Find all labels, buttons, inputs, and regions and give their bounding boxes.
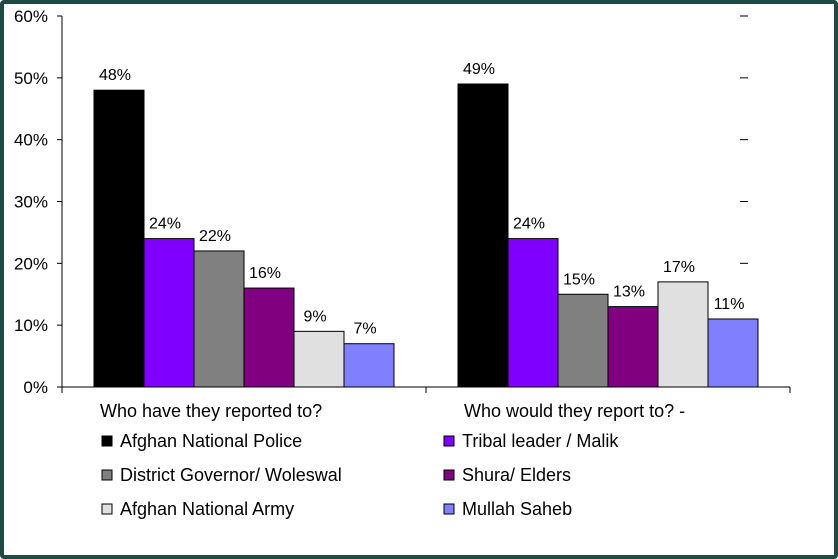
bar-chart: 0% 10% 20% 30% 40% 50% 60% 48% 24% 22% 16% 9% 7% 49%… [14,7,791,519]
y-tick-label: 40% [14,131,48,150]
bar [707,318,759,388]
legend-label: Shura/ Elders [462,465,571,485]
y-tick-label: 30% [14,193,48,212]
bar [657,281,709,388]
data-labels: 48% 24% 22% 16% 9% 7% 49% 24% 15% 13% 17% 11% [99,61,744,338]
legend-label: Tribal leader / Malik [462,431,619,451]
legend-swatch [101,503,113,515]
bar [343,343,395,388]
data-label: 24% [513,216,545,233]
bar [243,287,295,388]
bar [93,89,145,388]
data-label: 13% [613,284,645,301]
legend-swatch [443,469,455,481]
y-axis-ticks: 0% 10% 20% 30% 40% 50% 60% [14,7,748,397]
bar [193,250,245,388]
bar [143,238,195,388]
y-tick-label: 50% [14,69,48,88]
legend-label: Mullah Saheb [462,499,572,519]
category-label: Who would they report to? - [464,401,685,421]
category-labels: Who have they reported to? Who would they… [100,401,685,421]
data-label: 24% [149,216,181,233]
data-label: 9% [303,308,326,325]
data-label: 17% [663,259,695,276]
y-tick-label: 60% [14,7,48,26]
legend-label: District Governor/ Woleswal [120,465,342,485]
bar [457,83,509,388]
data-label: 15% [563,271,595,288]
legend-swatch [101,469,113,481]
bar [557,293,609,388]
bar [507,238,559,388]
legend-label: Afghan National Army [120,499,294,519]
legend-label: Afghan National Police [120,431,302,451]
data-label: 22% [199,228,231,245]
legend: Afghan National Police Tribal leader / Ma… [101,431,619,519]
legend-swatch [443,435,455,447]
y-tick-label: 20% [14,254,48,273]
data-label: 49% [463,61,495,78]
bar [293,330,345,388]
bar [607,306,659,388]
data-label: 7% [353,321,376,338]
data-label: 16% [249,265,281,282]
category-label: Who have they reported to? [100,401,322,421]
data-label: 11% [714,296,745,313]
data-label: 48% [99,67,131,84]
bars [93,83,759,388]
y-tick-label: 0% [23,378,48,397]
y-tick-label: 10% [14,316,48,335]
legend-swatch [101,435,113,447]
legend-swatch [443,503,455,515]
